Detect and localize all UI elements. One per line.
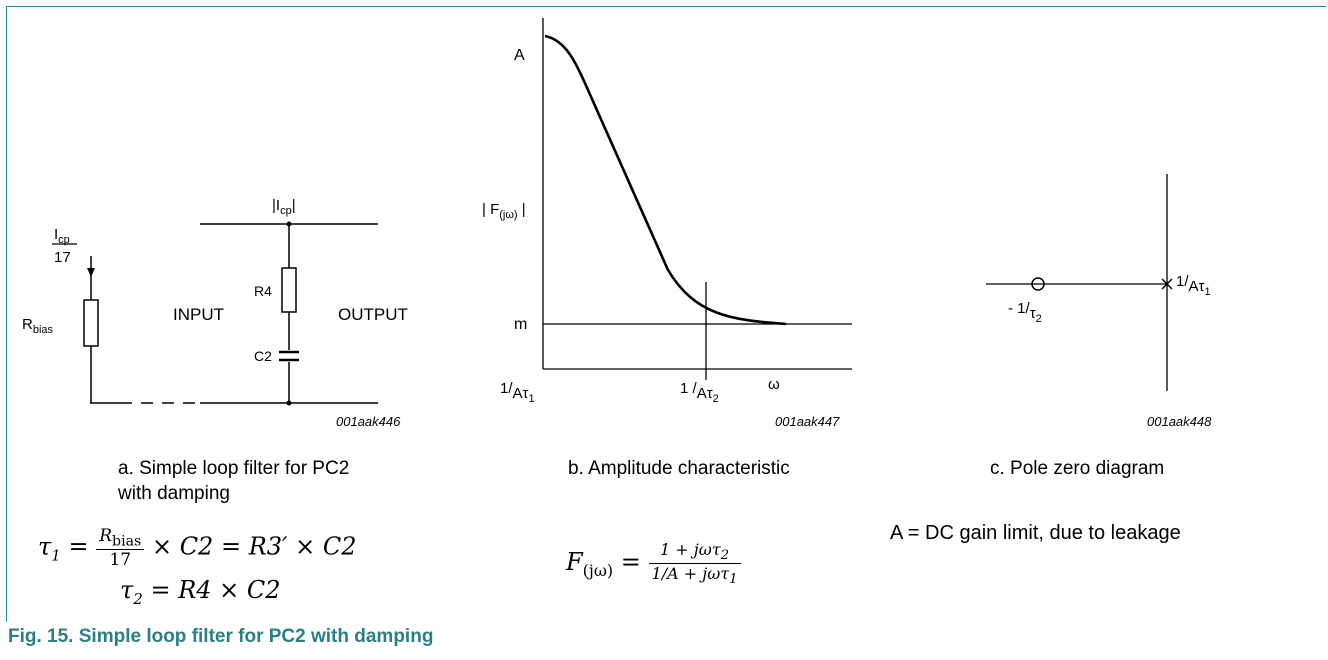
icp-top-label: |Icp|	[272, 197, 296, 217]
amplitude-curve	[544, 34, 787, 326]
circuit-schematic	[83, 223, 378, 404]
x1-tick-label: 1/Aτ1	[500, 380, 535, 405]
dc-gain-note: A = DC gain limit, due to leakage	[890, 522, 1181, 544]
rbias-label: Rbias	[22, 316, 54, 336]
panel-b-code: 001aak447	[775, 414, 840, 429]
icp-fraction-den: 17	[54, 249, 71, 266]
transfer-function-equation: F(jω) = 1 + jωτ2 1/A + jωτ1	[566, 540, 741, 587]
rbias-resistor	[83, 299, 99, 347]
junction-dot-top	[286, 221, 292, 227]
panel-a-caption: a. Simple loop filter for PC2 with dampi…	[118, 456, 349, 506]
rbias-fraction-sub: bias	[112, 533, 142, 550]
x2-tick-label: 1 /Aτ2	[680, 380, 719, 405]
pole-marker-icon-stroke	[1161, 278, 1173, 290]
tau1-rest: × C2 = R3′ × C2	[144, 532, 357, 561]
panel-a-caption-line2: with damping	[118, 483, 230, 504]
zero-label: - 1/τ2	[1008, 300, 1042, 325]
transfer-den: 1/A + jωτ	[651, 564, 730, 584]
tau2-symbol: τ	[120, 576, 134, 604]
figure-caption: Fig. 15. Simple loop filter for PC2 with…	[8, 626, 434, 647]
panel-c-code: 001aak448	[1147, 414, 1212, 429]
panel-a-code: 001aak446	[336, 414, 401, 429]
junction-dot-bottom	[286, 400, 292, 406]
pole-label: 1/Aτ1	[1176, 273, 1211, 298]
m-label: m	[514, 316, 527, 333]
r4-resistor	[281, 267, 297, 313]
input-label: INPUT	[173, 305, 224, 324]
y-axis-label: | F(jω) |	[482, 201, 526, 221]
tau2-equation: τ2 = R4 × C2	[120, 576, 281, 608]
transfer-fraction: 1 + jωτ2 1/A + jωτ1	[648, 540, 741, 588]
f-symbol: F	[566, 548, 583, 577]
transfer-den-sub: 1	[729, 572, 738, 588]
f-sub: (jω)	[582, 560, 614, 580]
tau1-symbol: τ	[38, 532, 52, 561]
omega-label: ω	[768, 376, 780, 393]
panel-b-caption: b. Amplitude characteristic	[568, 458, 790, 479]
rbias-fraction-den: 17	[109, 550, 132, 571]
rbias-fraction: Rbias 17	[96, 526, 145, 571]
current-arrow-icon	[87, 268, 95, 277]
transfer-num-sub: 2	[720, 548, 730, 564]
zero-marker-icon	[1031, 277, 1045, 291]
tau2-sub: 2	[133, 589, 143, 608]
tau1-sub: 1	[51, 546, 61, 565]
panel-c-caption: c. Pole zero diagram	[990, 458, 1165, 479]
c2-label: C2	[254, 348, 272, 364]
amplitude-plot	[542, 18, 852, 380]
y-top-label: A	[514, 47, 525, 64]
figure-frame	[6, 6, 1326, 622]
pole-zero-plot	[986, 174, 1173, 391]
r4-label: R4	[254, 283, 272, 299]
output-label: OUTPUT	[338, 305, 408, 324]
panel-a-caption-line1: a. Simple loop filter for PC2	[118, 458, 350, 479]
tau1-equation: τ1 = Rbias 17 × C2 = R3′ × C2	[38, 526, 357, 571]
tau2-rest: = R4 × C2	[142, 576, 281, 604]
icp-fraction-num: Icp	[54, 226, 70, 246]
rbias-fraction-num: R	[99, 526, 113, 546]
transfer-num: 1 + jωτ	[660, 540, 721, 559]
